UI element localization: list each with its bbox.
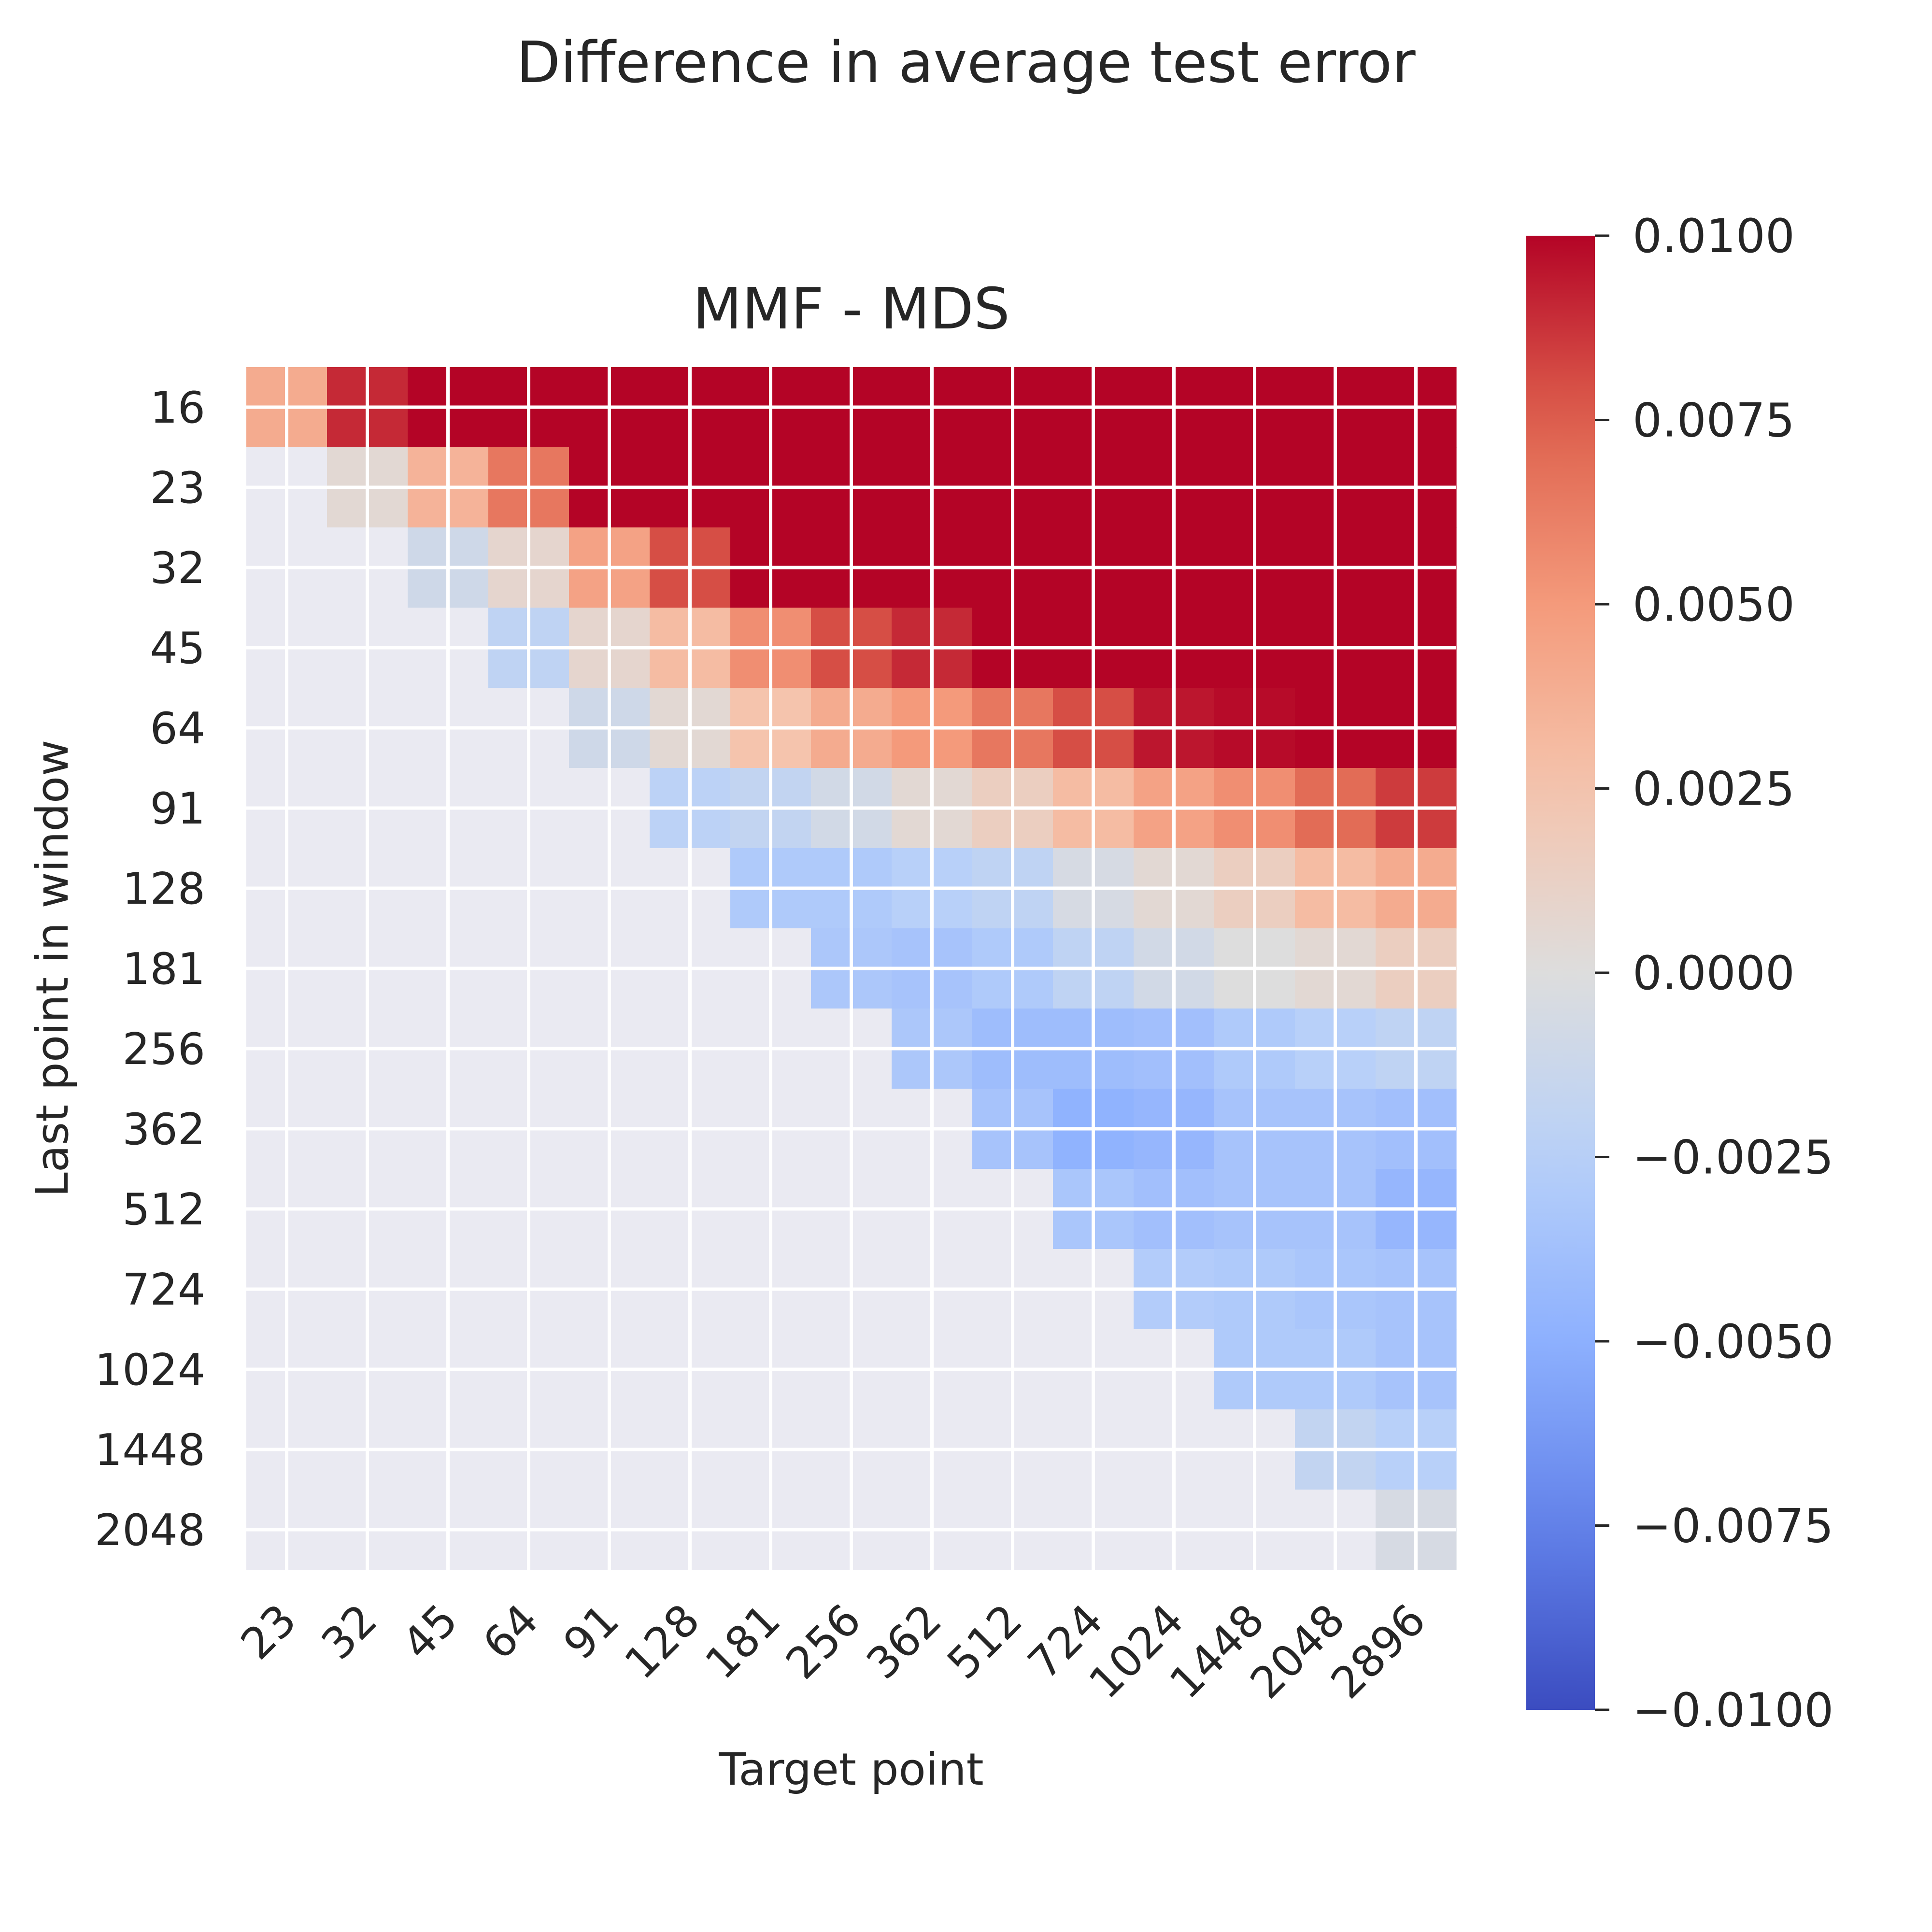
colorbar-tick-label: −0.0050 [1633,1315,1833,1369]
colorbar-tick-label: 0.0025 [1633,762,1795,816]
x-tick-labels: 23 32 45 64 91128181256362512724102414482048… [231,1594,1435,1708]
x-tick-label: 2896 [1321,1594,1435,1708]
y-tick-label: 362 [122,1104,205,1155]
y-tick-label: 256 [122,1024,205,1075]
x-tick-label: 512 [938,1594,1032,1689]
y-axis-label: Last point in window [27,740,78,1197]
y-tick-label: 16 [150,383,205,433]
colorbar-tick-label: −0.0075 [1633,1499,1833,1553]
x-tick-label: 1448 [1160,1594,1274,1708]
colorbar: 0.0100 0.0075 0.0050 0.0025 0.0000 −0.0025 −0.… [1526,209,1833,1737]
y-tick-label: 2048 [95,1505,205,1556]
colorbar-tick-label: 0.0000 [1633,946,1795,1000]
colorbar-tick-label: 0.0100 [1633,209,1795,263]
axes-title: MMF - MDS [693,275,1010,342]
y-tick-label: 32 [150,543,205,594]
x-tick-label: 45 [393,1594,468,1669]
x-tick-label: 181 [696,1594,790,1689]
x-tick-label: 64 [473,1594,548,1669]
colorbar-gradient [1526,236,1595,1710]
x-tick-label: 256 [776,1594,871,1689]
x-tick-label: 1024 [1080,1594,1193,1708]
figure-suptitle: Difference in average test error [516,29,1416,96]
x-tick-label: 23 [231,1594,306,1669]
y-tick-label: 512 [122,1184,205,1235]
y-tick-label: 23 [150,463,205,513]
y-tick-label: 128 [122,864,205,914]
x-tick-label: 362 [857,1594,952,1689]
colorbar-tick-label: −0.0025 [1633,1131,1833,1185]
y-tick-label: 64 [150,703,205,754]
x-tick-label: 128 [615,1594,710,1689]
colorbar-tick-label: 0.0050 [1633,578,1795,632]
x-tick-label: 32 [312,1594,387,1669]
y-tick-label: 1448 [95,1425,205,1476]
y-tick-label: 1024 [95,1345,205,1395]
colorbar-tick-label: −0.0100 [1633,1683,1833,1737]
y-tick-label: 181 [122,944,205,994]
x-tick-label: 2048 [1241,1594,1355,1708]
y-tick-label: 724 [122,1264,205,1315]
x-tick-label: 91 [554,1594,629,1669]
x-axis-label: Target point [718,1744,984,1795]
colorbar-tick-label: 0.0075 [1633,394,1795,448]
y-tick-label: 45 [150,623,205,674]
grid-lines [246,367,1456,1570]
y-tick-label: 91 [150,783,205,834]
y-tick-labels: 16 23 32 45 64 91 128 181 256 362 512 724 1024 1448 20… [95,383,205,1556]
